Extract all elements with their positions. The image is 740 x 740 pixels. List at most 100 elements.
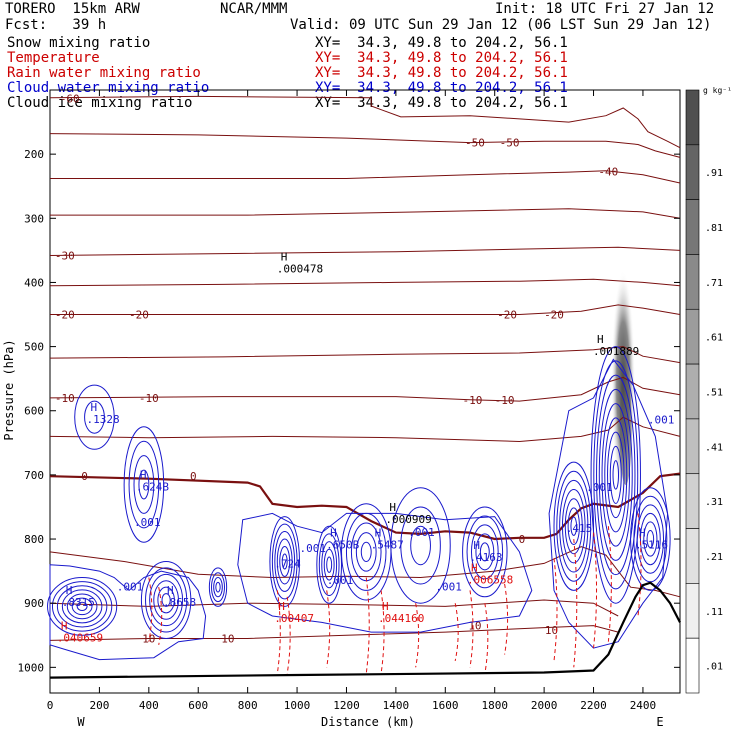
x-tick-label: 1800 bbox=[481, 699, 508, 712]
rain-max-value: .006558 bbox=[467, 574, 513, 587]
init-time: Init: 18 UTC Fri 27 Jan 12 bbox=[495, 1, 715, 17]
cloud-water-max-h: H bbox=[375, 526, 382, 539]
cloud-contour-l bbox=[590, 346, 641, 604]
isotherm-m40 bbox=[50, 170, 681, 184]
cloud-water-max-value: .415 bbox=[566, 522, 593, 535]
cloud-water-small-label: .001 bbox=[134, 516, 161, 529]
isotherm-label: 0 bbox=[190, 470, 197, 483]
field-xy-cloud-water: XY= 34.3, 49.8 to 204.2, 56.1 bbox=[315, 80, 568, 96]
colorbar-tick-label: .81 bbox=[705, 223, 723, 234]
x-tick-label: 0 bbox=[47, 699, 54, 712]
colorbar-tick-label: .71 bbox=[705, 278, 723, 289]
x-tick-label: 1000 bbox=[284, 699, 311, 712]
isotherm-label: 10 bbox=[142, 632, 155, 645]
isotherm-label: 10 bbox=[221, 632, 234, 645]
x-axis-label: Distance (km) bbox=[321, 715, 415, 729]
cloud-water-max-h: H bbox=[140, 469, 147, 482]
cloud-water-max-value: .5487 bbox=[371, 538, 404, 551]
cloud-water-max-h: H bbox=[66, 584, 73, 597]
cloud-contour-c bbox=[61, 589, 103, 624]
x-tick-label: 800 bbox=[238, 699, 258, 712]
cloud-contour-k bbox=[559, 479, 589, 573]
field-name-snow: Snow mixing ratio bbox=[7, 35, 151, 51]
rain-layer bbox=[148, 513, 642, 674]
cloud-contour-j bbox=[462, 506, 508, 598]
colorbar-tick-label: .91 bbox=[705, 168, 723, 179]
cloud-water-layer bbox=[47, 346, 671, 661]
x-tick-label: 600 bbox=[188, 699, 208, 712]
cloud-contour-i bbox=[390, 487, 451, 604]
plot-frame bbox=[49, 89, 681, 694]
isotherm-label: -10 bbox=[139, 392, 159, 405]
x-tick-label: 1400 bbox=[383, 699, 410, 712]
cloud-contour-b bbox=[138, 469, 150, 500]
isotherm-label: -10 bbox=[463, 394, 483, 407]
colorbar-cell bbox=[685, 418, 700, 475]
cloud-contour-g bbox=[323, 548, 335, 581]
colorbar-tick-label: .51 bbox=[705, 388, 723, 399]
cloud-contour-l bbox=[609, 445, 622, 504]
snow-max-value: .000909 bbox=[385, 513, 431, 526]
cloud-contour-m bbox=[643, 521, 658, 557]
rain-shaft bbox=[637, 513, 642, 617]
colorbar-tick-label: .41 bbox=[705, 442, 723, 453]
cloud-water-max-h: H bbox=[473, 539, 480, 552]
isotherm-label: -10 bbox=[495, 394, 515, 407]
rain-shaft bbox=[380, 590, 385, 674]
cloud-contour-f bbox=[279, 546, 291, 577]
rain-max-value: .00407 bbox=[274, 612, 314, 625]
terrain-layer bbox=[49, 581, 681, 679]
rain-shaft bbox=[276, 590, 281, 674]
isotherm-m30 bbox=[49, 246, 681, 256]
cloud-contour-l bbox=[612, 460, 620, 490]
cloud-contour-m bbox=[636, 504, 665, 574]
cloud-envelope-east bbox=[548, 358, 669, 649]
cloud-contour-m bbox=[630, 487, 671, 591]
colorbar-tick-label: .31 bbox=[705, 497, 723, 508]
cloud-contour-g bbox=[321, 541, 338, 589]
cloud-contour-m bbox=[646, 529, 655, 549]
rain-shaft bbox=[607, 526, 612, 642]
cloud-contour-c bbox=[56, 585, 108, 628]
rain-shaft bbox=[593, 532, 598, 649]
cloud-water-max-value: .5116 bbox=[635, 538, 668, 551]
isotherm-8 bbox=[49, 599, 619, 617]
colorbar-cell bbox=[685, 308, 700, 365]
y-tick-label: 700 bbox=[24, 469, 44, 482]
cloud-water-max-value: .8315 bbox=[62, 596, 95, 609]
cloud-envelope-west bbox=[49, 564, 207, 661]
cloud-contour-d bbox=[140, 560, 192, 639]
cloud-contour-j bbox=[470, 524, 499, 580]
east-label: E bbox=[656, 715, 663, 729]
annotation-layer: H.000478H.001889H.000909H.1328H.624BH.65… bbox=[57, 250, 675, 644]
y-tick-label: 400 bbox=[24, 276, 44, 289]
cloud-contour-i bbox=[400, 506, 441, 585]
rain-shaft bbox=[326, 590, 331, 668]
cloud-contour-c bbox=[66, 593, 98, 620]
isotherm-m60 bbox=[49, 95, 681, 149]
rain-shaft bbox=[469, 590, 474, 668]
y-axis-label: Pressure (hPa) bbox=[2, 339, 16, 440]
cloud-water-max-h: H bbox=[330, 526, 337, 539]
isotherm-m50 bbox=[49, 133, 681, 158]
colorbar-tick-label: .11 bbox=[705, 607, 723, 618]
cloud-water-max-h: H bbox=[167, 584, 174, 597]
x-tick-label: 1200 bbox=[333, 699, 360, 712]
cloud-contour-d bbox=[161, 593, 171, 607]
x-tick-label: 2400 bbox=[630, 699, 657, 712]
cloud-water-max-value: .4163 bbox=[469, 551, 502, 564]
rain-shaft bbox=[365, 577, 370, 674]
field-xy-rain: XY= 34.3, 49.8 to 204.2, 56.1 bbox=[315, 65, 568, 81]
cloud-contour-f bbox=[271, 523, 298, 600]
isotherm-10 bbox=[49, 625, 619, 641]
center-name: NCAR/MMM bbox=[220, 1, 288, 17]
y-tick-label: 500 bbox=[24, 341, 44, 354]
model-title: TORERO 15km ARW bbox=[5, 1, 140, 17]
rain-max-h: H bbox=[382, 600, 389, 613]
isotherm-label: -40 bbox=[598, 165, 618, 178]
rain-shaft bbox=[484, 603, 489, 674]
forecast-hour: Fcst: 39 h bbox=[5, 17, 107, 33]
rain-max-value: .044160 bbox=[378, 612, 424, 625]
cloud-contour-l bbox=[607, 431, 625, 519]
